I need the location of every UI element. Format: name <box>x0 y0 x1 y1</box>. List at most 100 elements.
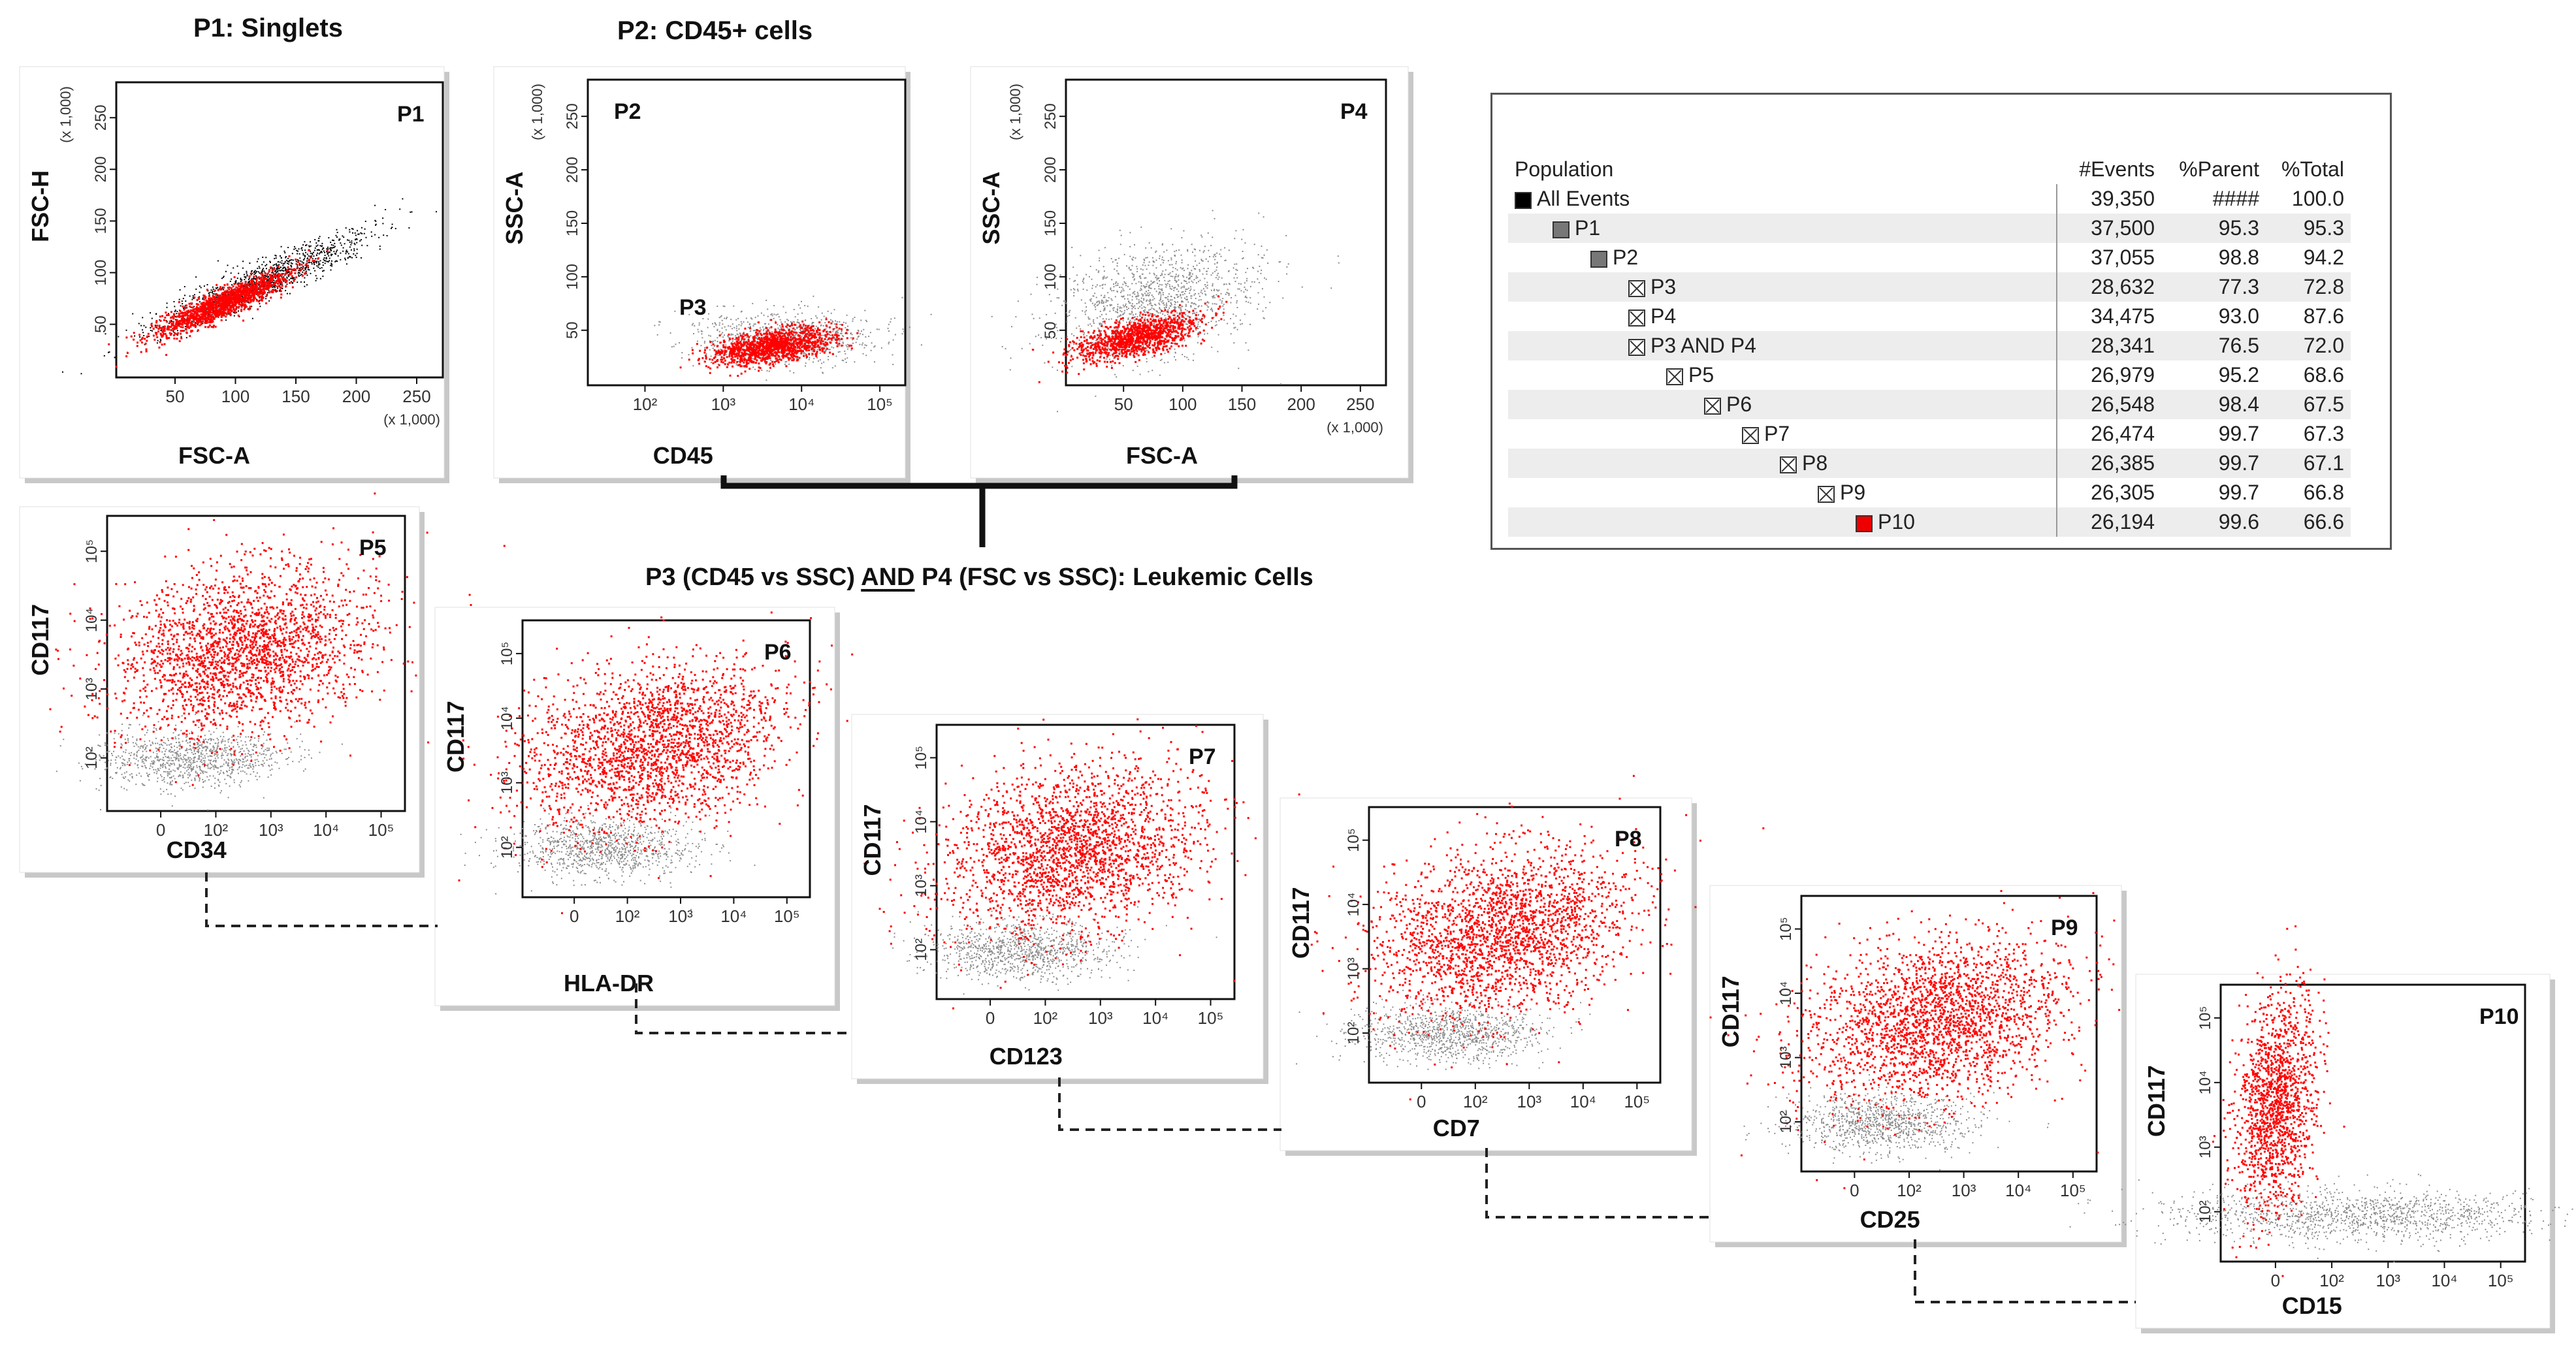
y-axis-label: CD117 <box>442 701 469 772</box>
card <box>2135 974 2551 1329</box>
y-unit-label: (x 1,000) <box>57 86 74 143</box>
card <box>851 714 1264 1079</box>
plot-p8: P8 0 10² 10³ 10⁴ 10⁵ 10² 10³ 10⁴ 10⁵ CD7 CD117 <box>1280 774 1765 1156</box>
y-tick-label: 10³ <box>2197 1136 2214 1158</box>
population-total-cell: 72.8 <box>2266 272 2351 302</box>
title-combined-leukemic-cells: P3 (CD45 vs SSC) AND P4 (FSC vs SSC): Le… <box>645 564 1313 591</box>
x-tick-label: 10⁴ <box>313 820 339 840</box>
x-tick-label: 10⁵ <box>2060 1181 2086 1200</box>
population-color-icon <box>1704 397 1721 415</box>
population-events-cell: 26,194 <box>2056 507 2161 537</box>
population-color-icon <box>1590 250 1607 268</box>
x-tick-label: 10³ <box>668 906 693 926</box>
x-tick-label: 150 <box>282 387 310 406</box>
hierarchy-row[interactable]: P1 37,500 95.3 95.3 <box>1508 214 2351 243</box>
population-events-cell: 26,548 <box>2056 390 2161 419</box>
gate-label-p4: P4 <box>1340 99 1368 124</box>
population-total-cell: 67.5 <box>2266 390 2351 419</box>
y-axis-label: SSC-A <box>501 172 528 245</box>
x-tick-label: 10⁵ <box>774 906 800 926</box>
hierarchy-row[interactable]: P3 AND P4 28,341 76.5 72.0 <box>1508 331 2351 360</box>
hierarchy-header-row: Population #Events %Parent %Total <box>1508 155 2351 184</box>
x-tick-label: 10² <box>1463 1092 1488 1111</box>
x-axis-label: CD7 <box>1433 1115 1480 1141</box>
y-tick-label: 150 <box>1042 210 1059 236</box>
y-tick-label: 10⁵ <box>1345 828 1362 852</box>
population-events-cell: 26,305 <box>2056 478 2161 507</box>
gate-label-p8: P8 <box>1615 827 1642 852</box>
y-tick-label: 200 <box>92 156 110 182</box>
hierarchy-row[interactable]: P8 26,385 99.7 67.1 <box>1508 449 2351 478</box>
population-total-cell: 66.6 <box>2266 507 2351 537</box>
population-name-cell: P6 <box>1508 390 2057 419</box>
title-p2-cd45-cells: P2: CD45+ cells <box>617 16 813 45</box>
hierarchy-row[interactable]: P2 37,055 98.8 94.2 <box>1508 243 2351 272</box>
population-parent-cell: 99.7 <box>2218 481 2259 504</box>
x-tick-label: 0 <box>1850 1181 1859 1200</box>
y-tick-label: 10⁵ <box>2197 1006 2214 1030</box>
plot-p10: P10 0 10² 10³ 10⁴ 10⁵ 10² 10³ 10⁴ 10⁵ CD15 CD117 <box>2069 925 2573 1333</box>
x-tick-label: 10² <box>633 394 658 414</box>
y-tick-label: 100 <box>564 264 581 290</box>
hierarchy-row[interactable]: P10 26,194 99.6 66.6 <box>1508 507 2351 537</box>
y-tick-label: 10³ <box>1777 1046 1795 1069</box>
hierarchy-row[interactable]: P3 28,632 77.3 72.8 <box>1508 272 2351 302</box>
card <box>1280 797 1692 1151</box>
hierarchy-row[interactable]: P7 26,474 99.7 67.3 <box>1508 419 2351 449</box>
plot-area <box>1065 78 1387 387</box>
population-parent-cell: 99.6 <box>2161 507 2266 537</box>
y-tick-label: 150 <box>92 208 110 234</box>
hierarchy-row[interactable]: P9 26,305 99.7 66.8 <box>1508 478 2351 507</box>
population-color-icon <box>1553 221 1570 238</box>
y-unit-label: (x 1,000) <box>1007 84 1023 140</box>
x-tick-label: 250 <box>402 387 430 406</box>
population-events-cell: 26,474 <box>2056 419 2161 449</box>
header-total: %Total <box>2281 157 2344 181</box>
y-tick-label: 10² <box>83 746 101 769</box>
x-tick-label: 10² <box>204 820 229 840</box>
population-name-cell: P8 <box>1508 449 2057 478</box>
population-name: P3 AND P4 <box>1650 334 1756 357</box>
card <box>434 607 835 1006</box>
hierarchy-row[interactable]: P4 34,475 93.0 87.6 <box>1508 302 2351 331</box>
y-tick-label: 10⁴ <box>2197 1070 2214 1094</box>
hierarchy-row[interactable]: P6 26,548 98.4 67.5 <box>1508 390 2351 419</box>
x-unit-label: (x 1,000) <box>1327 419 1383 436</box>
x-tick-label: 250 <box>1346 394 1374 414</box>
y-tick-label: 100 <box>92 260 110 286</box>
x-axis-label: CD123 <box>990 1043 1063 1070</box>
x-tick-label: 0 <box>156 820 165 840</box>
population-name-cell: P3 AND P4 <box>1508 331 2057 360</box>
card <box>970 66 1409 479</box>
hierarchy-row[interactable]: All Events 39,350 #### 100.0 <box>1508 184 2351 214</box>
population-name: P10 <box>1878 510 1915 533</box>
y-axis-label: CD117 <box>2143 1065 2170 1137</box>
x-axis-label: CD25 <box>1860 1206 1920 1233</box>
population-name-cell: P2 <box>1508 243 2057 272</box>
plot-area <box>115 81 444 379</box>
x-tick-label: 0 <box>570 906 579 926</box>
population-events-cell: 37,500 <box>2056 214 2161 243</box>
population-name: All Events <box>1537 187 1630 210</box>
gate-label-p9: P9 <box>2051 915 2078 940</box>
plot-area <box>106 515 406 812</box>
x-axis-label: FSC-A <box>178 442 250 469</box>
x-tick-label: 10³ <box>1088 1008 1113 1028</box>
y-axis-label: CD117 <box>859 804 886 876</box>
plot-p7: P7 0 10² 10³ 10⁴ 10⁵ 10² 10³ 10⁴ 10⁵ CD123 CD117 <box>851 714 1302 1084</box>
hierarchy-row[interactable]: P5 26,979 95.2 68.6 <box>1508 360 2351 390</box>
population-color-icon <box>1628 338 1645 356</box>
x-tick-label: 50 <box>166 387 185 406</box>
gate-label-p10: P10 <box>2479 1004 2519 1029</box>
plots-layer: P1 50 100 150 200 250 50 100 150 200 250 (x 1,000) (… <box>19 66 2573 1333</box>
population-hierarchy-panel: Population #Events %Parent %Total All Ev… <box>1490 93 2392 550</box>
population-color-icon <box>1780 456 1797 473</box>
population-color-icon <box>1628 309 1645 326</box>
events-scatter <box>62 198 437 375</box>
population-color-icon <box>1818 485 1835 503</box>
y-tick-label: 10⁴ <box>498 706 516 730</box>
x-tick-label: 150 <box>1228 394 1256 414</box>
plot-p6: P6 0 10² 10³ 10⁴ 10⁵ 10² 10³ 10⁴ 10⁵ HLA-DR CD117 <box>427 607 854 1011</box>
population-parent-cell: 77.3 <box>2161 272 2266 302</box>
